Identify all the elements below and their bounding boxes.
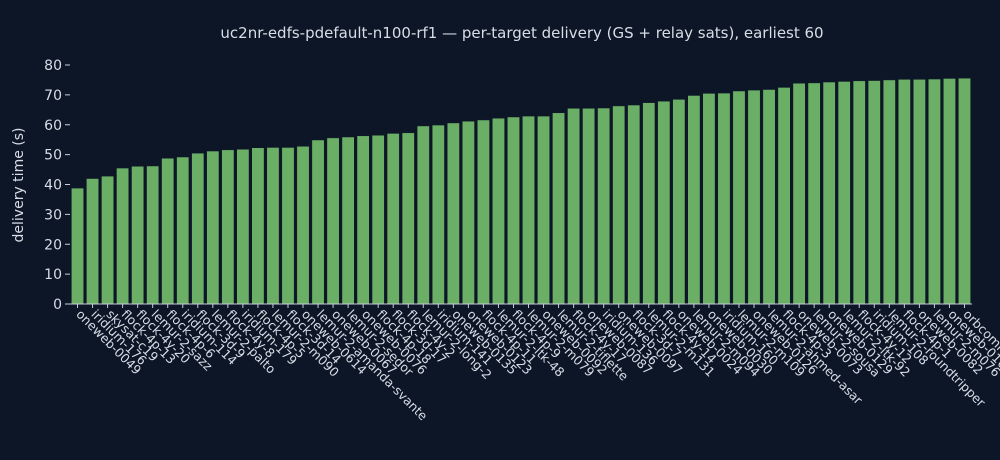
bar	[176, 156, 190, 305]
bar	[897, 79, 911, 305]
bar	[296, 146, 310, 305]
bar	[86, 178, 99, 305]
y-tick-label: 30	[44, 207, 62, 223]
bar	[943, 78, 956, 305]
bar	[71, 187, 84, 305]
bar	[371, 134, 385, 305]
bar	[657, 100, 671, 305]
bar	[507, 116, 520, 305]
bar	[537, 115, 550, 305]
bar	[416, 125, 430, 305]
bars	[71, 77, 971, 305]
bar	[266, 147, 280, 305]
bar	[386, 133, 400, 305]
bar	[837, 81, 851, 305]
bar	[431, 124, 445, 305]
bar	[461, 120, 475, 305]
bar	[236, 148, 250, 305]
y-tick-label: 60	[44, 118, 62, 134]
bar	[251, 147, 265, 305]
y-tick-label: 20	[44, 237, 62, 253]
bar	[401, 132, 415, 305]
bar	[687, 95, 701, 305]
bar	[777, 87, 791, 305]
bar	[116, 167, 130, 305]
bar	[852, 80, 866, 305]
bar	[101, 175, 114, 305]
bar	[191, 152, 205, 305]
bar	[912, 79, 926, 305]
bar	[356, 135, 370, 305]
bar	[612, 105, 626, 305]
bar	[792, 82, 806, 305]
bar	[221, 149, 235, 305]
bar	[597, 107, 611, 305]
bar	[702, 93, 716, 305]
y-tick-label: 10	[44, 267, 62, 283]
bar	[131, 166, 145, 305]
bar	[522, 115, 535, 305]
y-tick-label: 0	[53, 297, 62, 313]
bar	[477, 119, 490, 305]
bar	[582, 108, 596, 305]
bar	[717, 92, 731, 305]
bar	[567, 108, 581, 305]
bar	[762, 89, 776, 305]
bar	[807, 82, 821, 305]
bar	[326, 137, 340, 305]
bar	[822, 81, 836, 305]
bar	[958, 77, 971, 305]
bar	[882, 79, 896, 305]
bar	[446, 122, 460, 305]
bar	[732, 90, 746, 305]
bar	[281, 147, 295, 305]
bar	[672, 99, 686, 305]
x-axis: oneweb-0049iridium-176skysat-c19flock-4p…	[73, 304, 1000, 424]
bar	[928, 78, 941, 305]
y-axis: 0 10 20 30 40 50 60 70 80	[44, 58, 70, 313]
bar	[867, 80, 881, 305]
bar	[627, 104, 641, 305]
chart-title: uc2nr-edfs-pdefault-n100-rf1 — per-targe…	[220, 24, 823, 42]
y-tick-label: 70	[44, 88, 62, 104]
y-axis-label: delivery time (s)	[11, 128, 27, 243]
bar	[747, 89, 761, 305]
bar	[146, 165, 160, 305]
y-tick-label: 80	[44, 58, 62, 74]
bar	[552, 112, 565, 305]
bar	[341, 136, 355, 305]
y-tick-label: 50	[44, 148, 62, 164]
bar	[311, 139, 325, 305]
bar	[206, 150, 220, 305]
bar	[642, 102, 656, 305]
y-tick-label: 40	[44, 178, 62, 194]
bar	[492, 117, 505, 305]
bar	[161, 157, 175, 305]
